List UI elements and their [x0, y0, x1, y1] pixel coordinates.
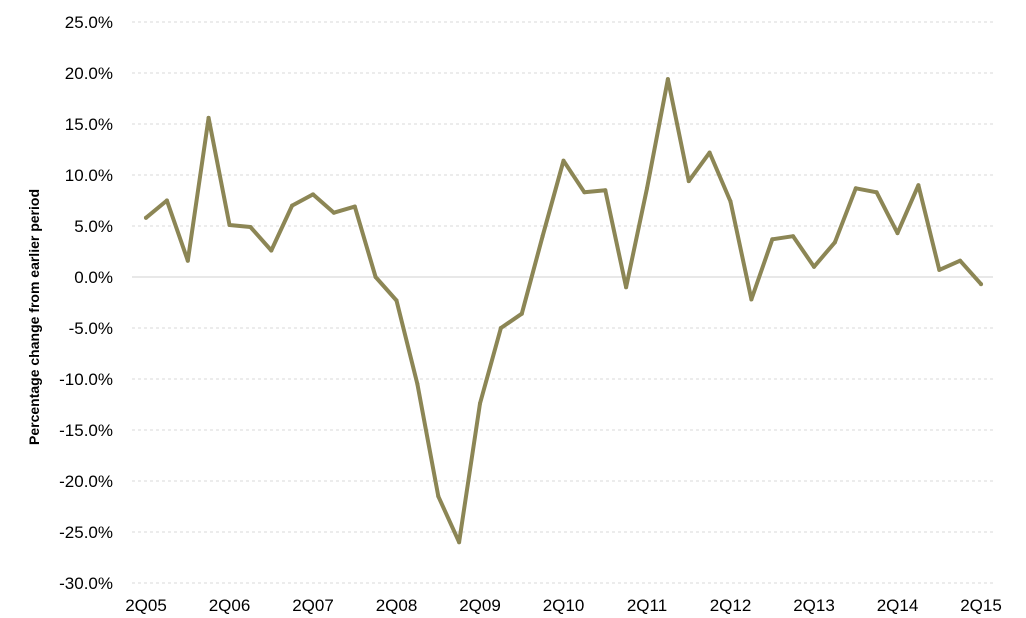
data-point [686, 179, 691, 184]
data-point [290, 203, 295, 208]
data-point [457, 540, 462, 545]
data-point [812, 264, 816, 269]
x-tick-label: 2Q12 [710, 596, 752, 615]
data-point [331, 210, 336, 215]
data-point [832, 240, 837, 245]
y-tick-label: 15.0% [65, 115, 113, 134]
data-point [874, 190, 879, 195]
data-point [206, 115, 211, 120]
data-point [979, 282, 983, 287]
data-point [770, 237, 775, 242]
data-point [561, 158, 566, 163]
data-point [707, 150, 712, 155]
series-line [144, 77, 983, 545]
data-point [164, 198, 169, 203]
data-point [582, 190, 587, 195]
x-tick-label: 2Q09 [459, 596, 501, 615]
data-point [478, 401, 482, 406]
data-point [603, 188, 608, 193]
data-point [352, 204, 357, 209]
y-tick-label: 5.0% [74, 217, 113, 236]
x-tick-label: 2Q06 [209, 596, 251, 615]
data-point [624, 285, 629, 290]
y-tick-label: 0.0% [74, 268, 113, 287]
x-tick-label: 2Q05 [125, 596, 167, 615]
data-point [519, 311, 524, 316]
x-tick-label: 2Q07 [292, 596, 334, 615]
data-point [373, 275, 378, 279]
data-point [311, 192, 315, 197]
data-point [645, 186, 649, 191]
y-tick-label: 10.0% [65, 166, 113, 185]
data-point [853, 186, 858, 191]
data-point [144, 215, 148, 220]
data-point [916, 183, 921, 188]
y-tick-label: 20.0% [65, 64, 113, 83]
data-point [415, 382, 420, 387]
x-tick-label: 2Q11 [627, 596, 667, 615]
data-point [498, 326, 503, 330]
data-point [436, 494, 441, 499]
y-tick-label: -5.0% [69, 319, 113, 338]
gridlines [132, 21, 993, 584]
data-point [895, 231, 900, 236]
x-tick-label: 2Q15 [960, 596, 1002, 615]
data-point [269, 248, 274, 253]
data-point [540, 234, 545, 239]
data-point [248, 225, 253, 229]
data-point [958, 258, 963, 263]
x-axis-ticks: 2Q05 2Q06 2Q07 2Q08 2Q09 2Q10 2Q11 2Q12 2Q13 2Q14… [125, 596, 1002, 615]
data-point [749, 297, 754, 302]
x-tick-label: 2Q10 [543, 596, 585, 615]
x-tick-label: 2Q13 [793, 596, 835, 615]
data-point [728, 199, 733, 204]
y-tick-label: 25.0% [65, 13, 113, 32]
plot-area [144, 77, 983, 545]
x-tick-label: 2Q08 [376, 596, 418, 615]
y-axis-label: Percentage change from earlier period [26, 189, 42, 445]
data-point [227, 223, 232, 227]
y-tick-label: -20.0% [59, 472, 113, 491]
y-axis-ticks: -30.0% -25.0% -20.0% -15.0% -10.0% -5.0% 0.0% 5… [59, 13, 113, 593]
y-tick-label: -15.0% [59, 421, 113, 440]
data-point [185, 258, 190, 263]
data-point [665, 77, 670, 82]
y-tick-label: -10.0% [59, 370, 113, 389]
y-tick-label: -25.0% [59, 523, 113, 542]
y-tick-label: -30.0% [59, 574, 113, 593]
x-tick-label: 2Q14 [877, 596, 919, 615]
data-point [937, 267, 942, 272]
data-point [791, 234, 796, 239]
data-point [394, 298, 399, 303]
